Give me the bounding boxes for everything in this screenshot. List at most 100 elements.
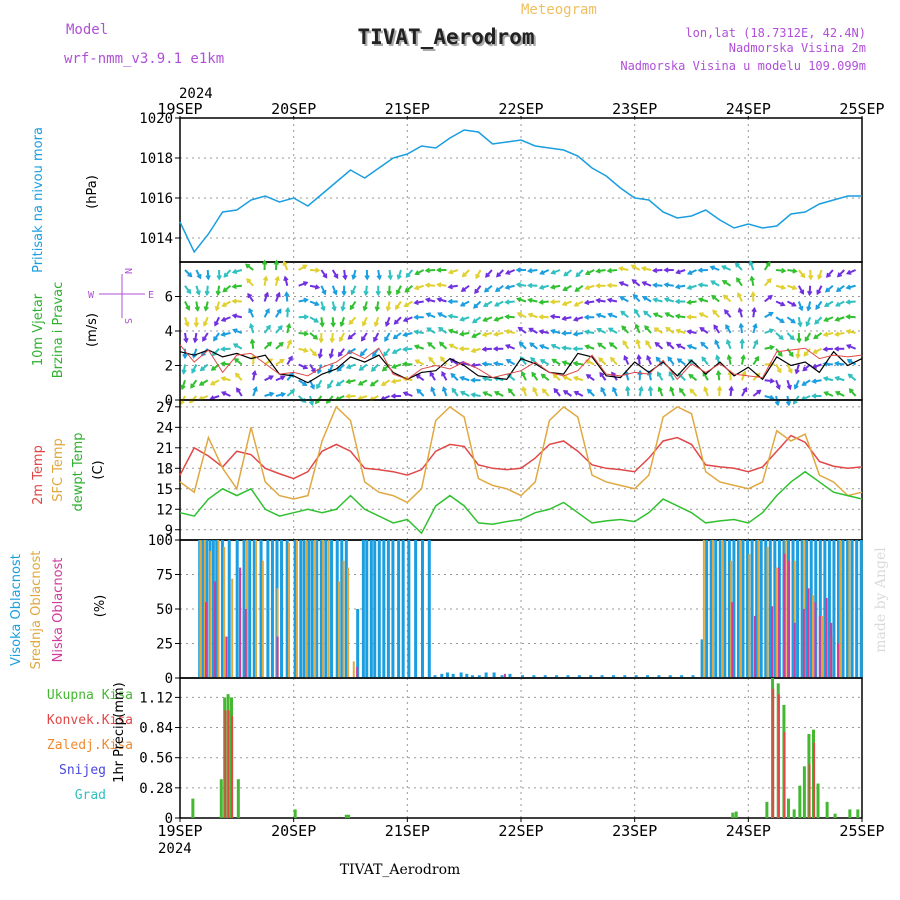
wind-arrow-head <box>715 354 721 360</box>
wind-arrow-head <box>737 307 743 313</box>
wind-arrow <box>563 269 573 277</box>
wind-arrow-head <box>538 344 545 350</box>
wind-arrow-head <box>263 291 270 298</box>
cloud-bar-high <box>764 540 768 678</box>
wind-arrow-head <box>618 266 624 272</box>
wind-arrow <box>482 347 492 351</box>
wind-arrow-head <box>606 267 612 274</box>
cloud-bar-low <box>783 553 786 678</box>
wind-arrow-head <box>686 284 692 290</box>
wind-arrow <box>676 284 686 289</box>
wind-arrow <box>729 386 733 397</box>
wind-arrow-head <box>322 273 328 279</box>
wind-arrow <box>689 388 698 397</box>
wind-arrow <box>370 379 379 387</box>
wind-arrow-head <box>651 282 658 288</box>
wind-arrow <box>263 292 269 302</box>
precip-bar-total <box>734 811 738 818</box>
wind-arrow <box>393 332 402 340</box>
wind-arrow <box>775 316 785 323</box>
wind-arrow <box>846 344 857 350</box>
wind-panel: 0 2 4 6 <box>165 259 863 409</box>
wind-arrow-head <box>674 298 680 305</box>
wind-arrow <box>461 284 470 292</box>
wind-arrow <box>620 296 629 303</box>
wind-arrow-head <box>599 371 605 378</box>
wind-arrow <box>505 269 516 275</box>
wind-arrow <box>795 364 800 374</box>
wind-arrow <box>471 347 481 353</box>
cloud-bar-high <box>600 675 604 678</box>
wind-arrow-head <box>792 268 798 274</box>
wind-arrow <box>710 265 720 271</box>
wind-arrow-head <box>391 349 398 354</box>
wind-arrow-head <box>277 324 283 331</box>
wind-arrow-head <box>504 284 510 290</box>
wind-arrow <box>506 359 516 366</box>
wind-arrow <box>815 300 823 310</box>
wind-arrow-head <box>458 331 465 337</box>
wind-arrow <box>507 388 516 397</box>
wind-arrow-head <box>663 267 669 273</box>
wind-arrow-head <box>572 346 578 352</box>
wind-arrow-head <box>635 338 641 345</box>
wind-arrow-head <box>194 306 200 312</box>
wind-arrow-head <box>196 273 202 280</box>
cloud-bar-low <box>205 602 208 678</box>
wind-arrow <box>620 310 629 319</box>
cloud-bar-low <box>276 636 279 678</box>
wind-arrow <box>726 339 732 350</box>
cloud-bar-high <box>391 540 395 678</box>
low-cloud-ylabel: Niska Oblacnost <box>51 558 66 663</box>
wind-arrow <box>483 391 493 397</box>
wind-arrow <box>805 316 812 326</box>
wind-arrow <box>698 283 708 287</box>
wind-arrow <box>824 316 834 322</box>
wind-arrow <box>364 285 368 295</box>
wind-arrow <box>645 340 652 350</box>
wind-arrow-head <box>738 322 744 329</box>
wind-arrow-head <box>182 353 188 360</box>
cloud-bar-high <box>302 540 306 678</box>
wind-arrow <box>699 312 709 319</box>
wind-arrow-head <box>395 289 401 296</box>
wind-arrow <box>712 309 720 318</box>
wind-arrow <box>474 285 482 294</box>
wind-arrow-head <box>675 343 682 349</box>
wind-arrow <box>823 347 833 351</box>
wind-arrow <box>414 345 425 350</box>
wind-arrow <box>414 330 424 334</box>
wind-arrow-head <box>700 341 706 347</box>
wind-arrow-head <box>538 314 544 320</box>
cloud-bar-high <box>293 540 297 678</box>
wind-arrow <box>775 348 783 357</box>
wind-arrow <box>625 371 630 381</box>
wind-arrow <box>665 312 675 319</box>
wind-arrow <box>285 292 289 302</box>
wind-arrow <box>385 316 391 327</box>
cloud-bar-high <box>827 540 831 678</box>
cloud-bar-high <box>310 540 314 678</box>
precip-bar-conv <box>772 688 775 818</box>
wind-arrow <box>472 332 481 338</box>
cloud-bar-high <box>859 540 863 678</box>
wind-arrow-head <box>636 354 642 360</box>
wind-arrow <box>263 325 271 334</box>
wind-arrow <box>701 356 709 366</box>
wind-arrow <box>193 332 198 343</box>
cloud-bar-low <box>818 615 821 678</box>
wind-arrow-head <box>319 322 325 328</box>
wind-arrow <box>460 316 470 321</box>
wind-arrow <box>775 363 782 373</box>
wind-arrow-head <box>185 305 191 311</box>
wind-arrow <box>215 301 221 311</box>
wind-arrow <box>574 391 584 397</box>
wind-arrow-head <box>184 321 190 328</box>
wind-arrow-head <box>345 393 351 400</box>
wind-arrow <box>383 348 391 357</box>
cloud-bar-mid <box>775 567 778 678</box>
cloud-bar-high <box>397 540 401 678</box>
wind-arrow-head <box>493 316 499 322</box>
wind-arrow-head <box>337 351 343 358</box>
precip-bar-conv <box>777 694 780 818</box>
